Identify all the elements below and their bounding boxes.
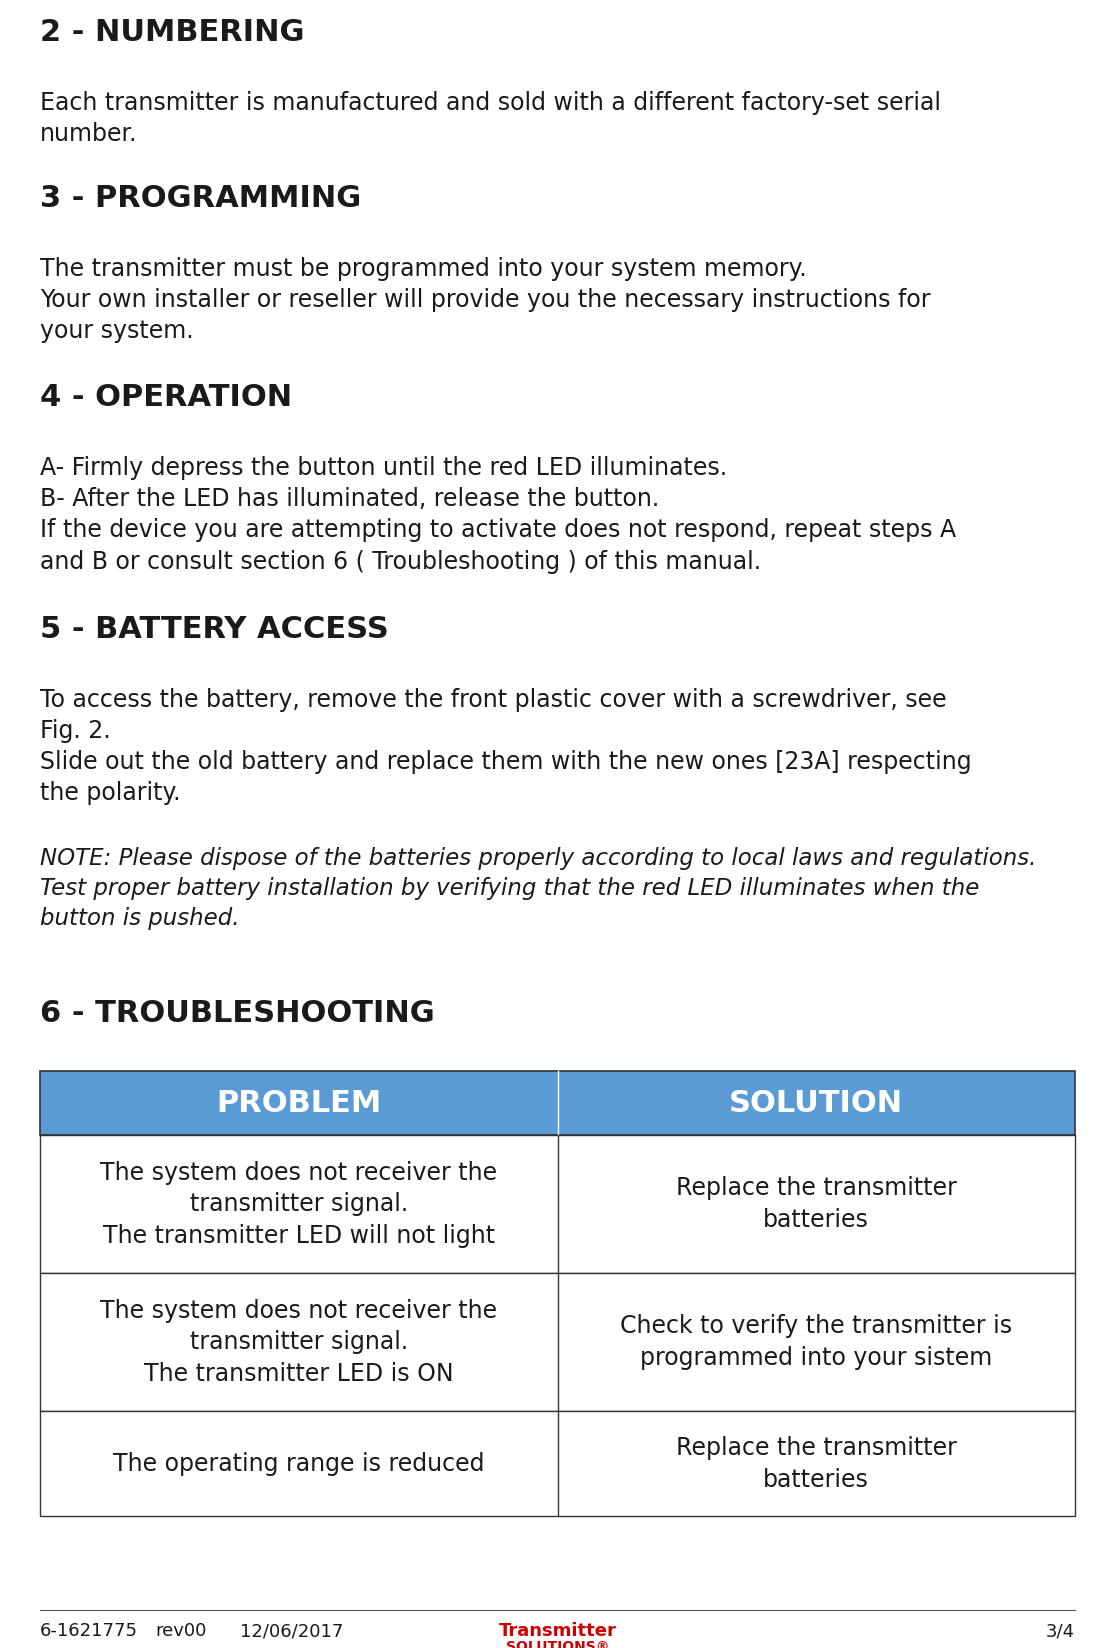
Text: SOLUTIONS®: SOLUTIONS® (506, 1640, 609, 1648)
Text: 4 - OPERATION: 4 - OPERATION (40, 384, 292, 412)
Text: 6-1621775: 6-1621775 (40, 1622, 138, 1640)
Text: The transmitter must be programmed into your system memory.
Your own installer o: The transmitter must be programmed into … (40, 257, 931, 343)
Text: The system does not receiver the
transmitter signal.
The transmitter LED will no: The system does not receiver the transmi… (100, 1160, 497, 1248)
Bar (40, 1274, 1075, 1411)
Text: SOLUTION: SOLUTION (729, 1089, 903, 1117)
Bar (40, 1071, 1075, 1135)
Text: A- Firmly depress the button until the red LED illuminates.
B- After the LED has: A- Firmly depress the button until the r… (40, 456, 957, 574)
Text: Each transmitter is manufactured and sold with a different factory-set serial
nu: Each transmitter is manufactured and sol… (40, 91, 941, 145)
Text: 3/4: 3/4 (1046, 1622, 1075, 1640)
Text: 12/06/2017: 12/06/2017 (240, 1622, 343, 1640)
Text: The operating range is reduced: The operating range is reduced (113, 1452, 485, 1477)
Text: To access the battery, remove the front plastic cover with a screwdriver, see
Fi: To access the battery, remove the front … (40, 687, 971, 806)
Text: 3 - PROGRAMMING: 3 - PROGRAMMING (40, 185, 361, 213)
Text: NOTE: Please dispose of the batteries properly according to local laws and regul: NOTE: Please dispose of the batteries pr… (40, 847, 1036, 929)
Bar (40, 1135, 1075, 1274)
Text: 6 - TROUBLESHOOTING: 6 - TROUBLESHOOTING (40, 999, 435, 1028)
Text: 5 - BATTERY ACCESS: 5 - BATTERY ACCESS (40, 615, 389, 644)
Text: PROBLEM: PROBLEM (216, 1089, 381, 1117)
Text: Replace the transmitter
batteries: Replace the transmitter batteries (676, 1435, 957, 1491)
Text: rev00: rev00 (155, 1622, 206, 1640)
Text: Check to verify the transmitter is
programmed into your sistem: Check to verify the transmitter is progr… (620, 1315, 1012, 1369)
Text: Replace the transmitter
batteries: Replace the transmitter batteries (676, 1177, 957, 1233)
Text: The system does not receiver the
transmitter signal.
The transmitter LED is ON: The system does not receiver the transmi… (100, 1299, 497, 1386)
Text: 2 - NUMBERING: 2 - NUMBERING (40, 18, 304, 48)
Text: Transmitter: Transmitter (498, 1622, 617, 1640)
Bar (40, 1411, 1075, 1516)
